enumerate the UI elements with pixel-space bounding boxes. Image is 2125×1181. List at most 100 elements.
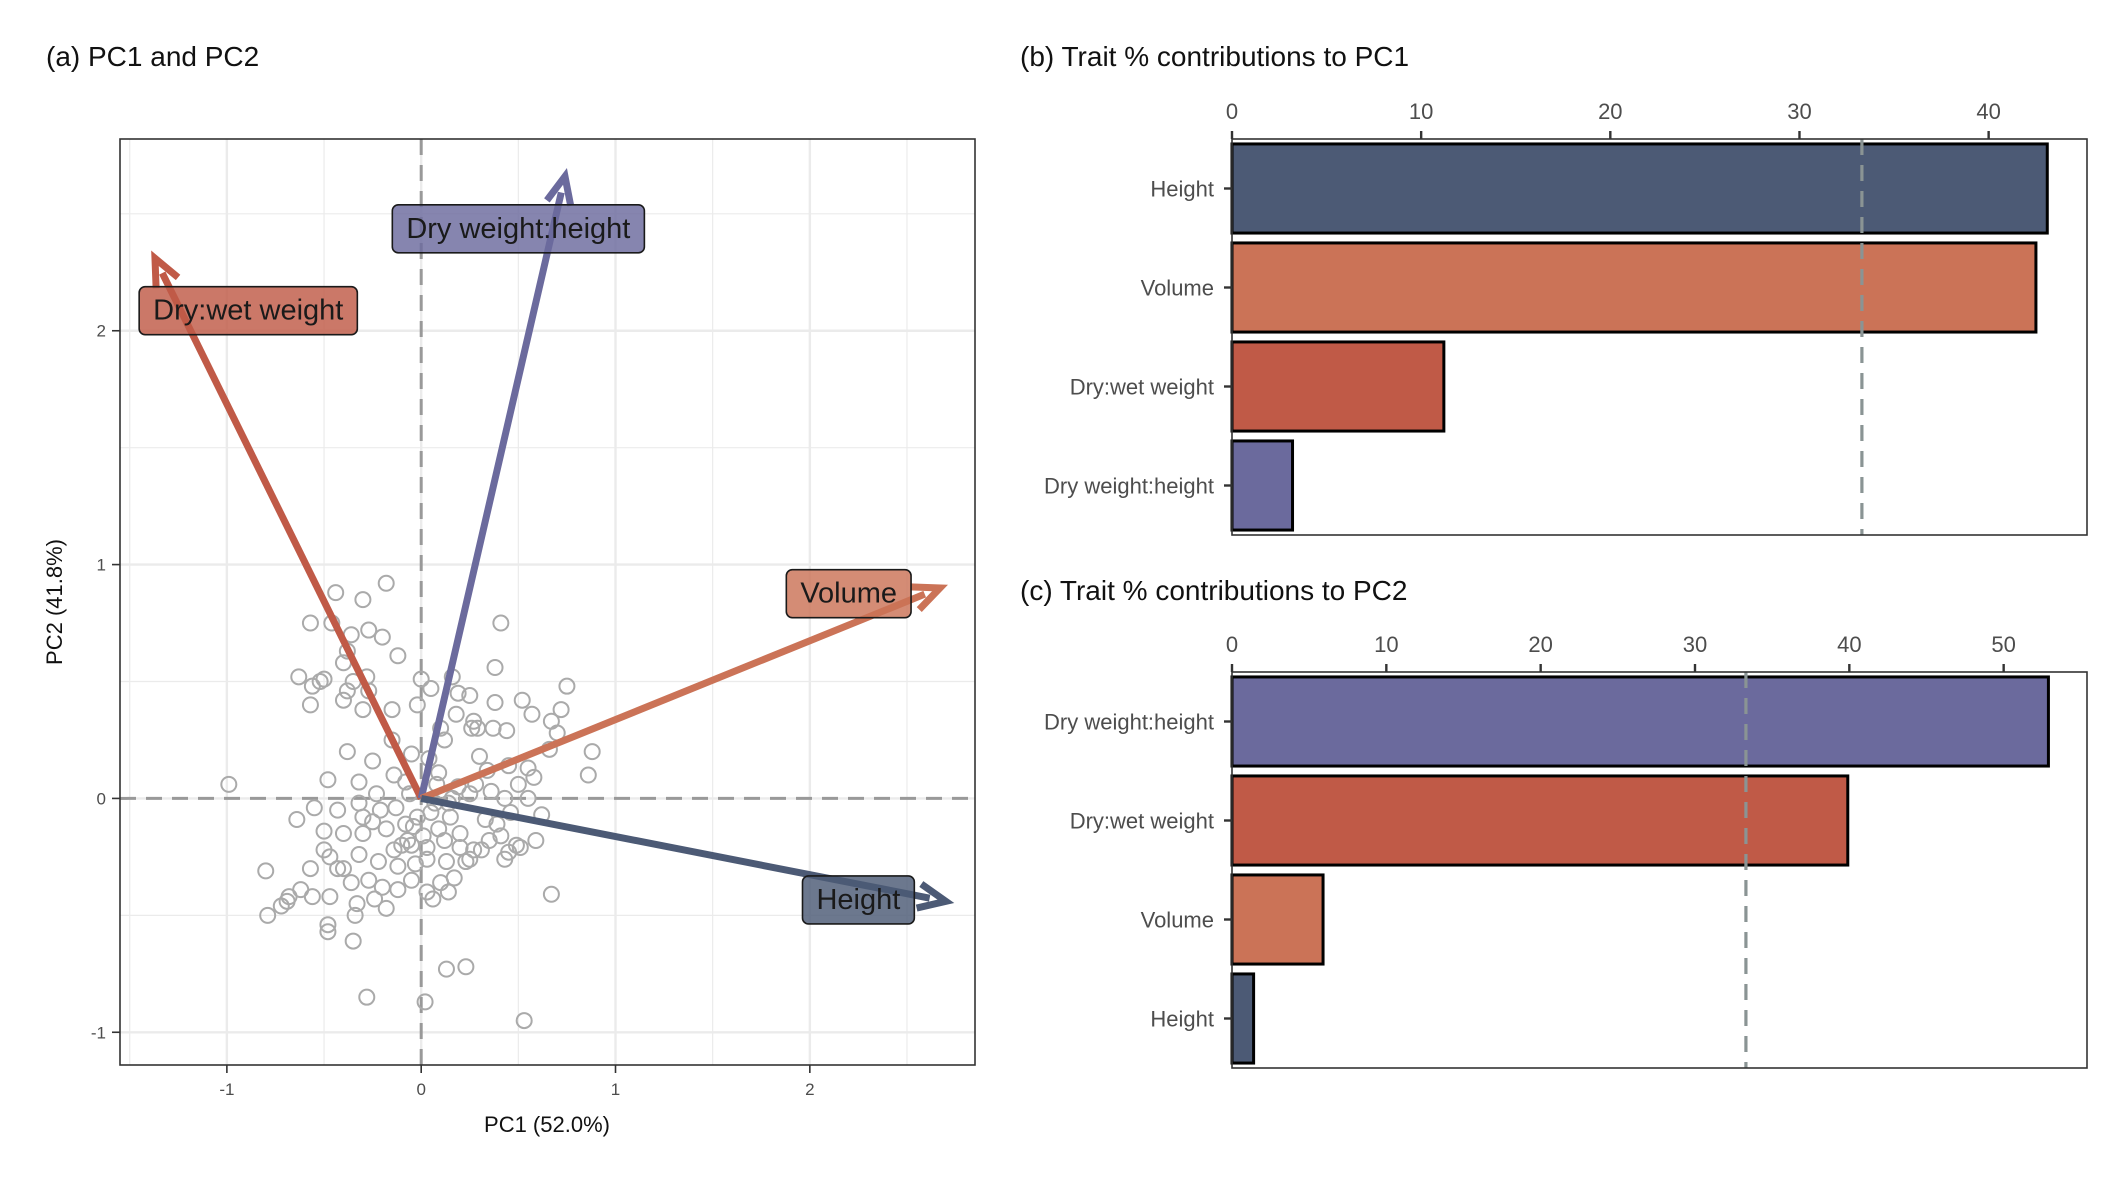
sample-point bbox=[542, 885, 560, 903]
sample-point bbox=[383, 701, 401, 719]
sample-point bbox=[523, 705, 541, 723]
panel-b-category-label: Dry:wet weight bbox=[1070, 375, 1214, 400]
sample-point bbox=[457, 958, 475, 976]
sample-point bbox=[437, 853, 455, 871]
sample-point bbox=[369, 853, 387, 871]
sample-point bbox=[272, 897, 290, 915]
panel-b-x-tick-label: 30 bbox=[1787, 99, 1811, 124]
y-tick-label: 1 bbox=[97, 556, 106, 575]
x-tick-label: 1 bbox=[611, 1080, 620, 1099]
y-tick-label: 0 bbox=[97, 789, 106, 808]
sample-point bbox=[368, 785, 385, 803]
panel-a-loading-vectors bbox=[151, 168, 955, 912]
panel-b-x-tick-label: 0 bbox=[1226, 99, 1238, 124]
vector-label-box bbox=[801, 875, 916, 925]
loading-vector-1 bbox=[417, 191, 565, 800]
vector-label-0: Dry:wet weight bbox=[138, 285, 359, 336]
loading-vector-arrowhead-2 bbox=[909, 583, 948, 613]
panel-c-category-label: Volume bbox=[1141, 908, 1214, 933]
sample-point bbox=[511, 839, 529, 857]
sample-point bbox=[358, 988, 376, 1006]
sample-point bbox=[373, 628, 391, 646]
sample-point bbox=[439, 883, 457, 901]
sample-point bbox=[366, 890, 384, 908]
sample-point bbox=[552, 701, 570, 719]
panel-a-y-axis-ticks: -1 0 1 2 bbox=[91, 322, 120, 1042]
panel-c-category-label: Dry weight:height bbox=[1044, 710, 1214, 735]
sample-point bbox=[472, 841, 490, 859]
panel-b-bar bbox=[1230, 142, 2049, 235]
panel-b-title: (b) Trait % contributions to PC1 bbox=[1020, 41, 1409, 72]
sample-point bbox=[525, 768, 543, 786]
sample-point bbox=[360, 871, 378, 889]
sample-point bbox=[354, 825, 372, 842]
sample-point bbox=[424, 890, 442, 908]
x-tick-label: 2 bbox=[805, 1080, 814, 1099]
panel-a-title: (a) PC1 and PC2 bbox=[46, 41, 259, 72]
sample-point bbox=[354, 591, 372, 609]
sample-point bbox=[437, 960, 455, 978]
sample-point bbox=[414, 827, 432, 845]
sample-point bbox=[519, 759, 537, 777]
panel-a-points bbox=[220, 574, 601, 1030]
panel-a-x-axis-ticks: -1 0 1 2 bbox=[219, 1065, 815, 1099]
sample-point bbox=[393, 836, 411, 854]
panel-c-pc2-contributions: (c) Trait % contributions to PC2 Dry wei… bbox=[1020, 575, 2088, 1069]
sample-point bbox=[311, 673, 329, 691]
sample-point bbox=[399, 832, 417, 850]
panel-c-title: (c) Trait % contributions to PC2 bbox=[1020, 575, 1407, 606]
sample-point bbox=[406, 855, 424, 873]
panel-b-bar bbox=[1230, 241, 2038, 334]
sample-point bbox=[257, 862, 275, 880]
sample-point bbox=[303, 888, 321, 906]
sample-point bbox=[416, 993, 434, 1011]
vector-label-text: Dry weight:height bbox=[406, 213, 630, 245]
sample-point bbox=[348, 895, 366, 913]
sample-point bbox=[301, 614, 319, 632]
sample-point bbox=[350, 773, 368, 791]
sample-point bbox=[315, 841, 333, 859]
panel-a-pca-biplot: (a) PC1 and PC2 Dry:wet weight Dry weight… bbox=[42, 41, 976, 1137]
sample-point bbox=[507, 836, 525, 854]
sample-point bbox=[449, 684, 467, 702]
sample-point bbox=[465, 841, 483, 859]
sample-point bbox=[329, 860, 347, 878]
sample-point bbox=[461, 850, 479, 868]
panel-c-bar bbox=[1230, 675, 2050, 768]
panel-a-reference-lines bbox=[120, 139, 975, 1065]
panel-c-x-tick-label: 30 bbox=[1683, 632, 1707, 657]
sample-point bbox=[327, 584, 345, 602]
sample-point bbox=[408, 696, 426, 714]
sample-point bbox=[486, 694, 504, 712]
sample-point bbox=[412, 670, 430, 688]
sample-point bbox=[354, 701, 372, 719]
sample-point bbox=[305, 799, 323, 817]
vector-label-text: Volume bbox=[800, 578, 897, 610]
sample-point bbox=[319, 923, 337, 941]
sample-point bbox=[338, 743, 356, 761]
sample-point bbox=[315, 822, 333, 840]
sample-point bbox=[389, 857, 407, 875]
sample-point bbox=[350, 846, 368, 864]
panel-c-x-tick-label: 0 bbox=[1226, 632, 1238, 657]
sample-point bbox=[461, 687, 479, 705]
panel-c-category-label: Dry:wet weight bbox=[1070, 809, 1214, 834]
panel-b-pc1-contributions: (b) Trait % contributions to PC1 Height V… bbox=[1020, 41, 2088, 536]
panel-c-x-tick-label: 20 bbox=[1528, 632, 1552, 657]
sample-point bbox=[404, 817, 422, 835]
sample-point bbox=[418, 850, 436, 868]
panel-b-x-tick-label: 10 bbox=[1409, 99, 1433, 124]
sample-point bbox=[315, 670, 333, 688]
sample-point bbox=[371, 801, 389, 819]
sample-point bbox=[457, 853, 475, 871]
sample-point bbox=[515, 1012, 533, 1030]
x-tick-label: 0 bbox=[416, 1080, 425, 1099]
sample-point bbox=[342, 874, 360, 892]
sample-point bbox=[220, 775, 238, 793]
vector-label-box bbox=[785, 568, 912, 619]
vector-label-3: Height bbox=[801, 875, 916, 925]
panel-a-y-axis-label: PC2 (41.8%) bbox=[42, 539, 67, 665]
loading-vector-2 bbox=[419, 590, 927, 802]
sample-point bbox=[486, 658, 504, 676]
